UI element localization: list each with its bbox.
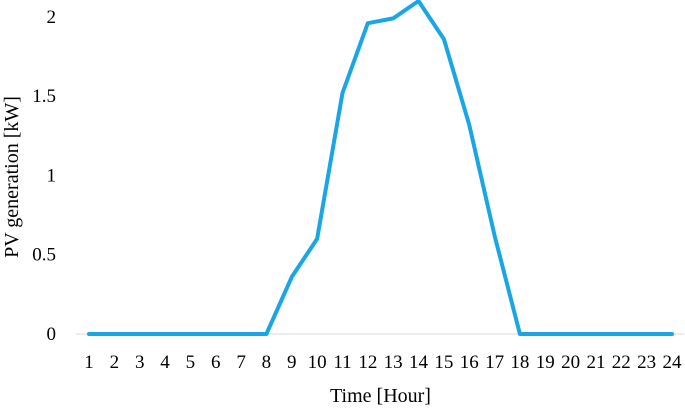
x-tick-label: 19 — [536, 352, 555, 373]
x-tick-label: 9 — [287, 352, 297, 373]
y-tick-label: 1.5 — [32, 86, 56, 107]
x-tick-label: 17 — [485, 352, 504, 373]
x-tick-label: 13 — [384, 352, 403, 373]
x-axis-title: Time [Hour] — [330, 385, 431, 407]
x-tick-label: 22 — [612, 352, 631, 373]
y-tick-label: 1 — [47, 165, 57, 186]
y-tick-label: 0.5 — [32, 245, 56, 266]
x-tick-label: 16 — [460, 352, 479, 373]
x-tick-label: 4 — [160, 352, 170, 373]
x-tick-label: 8 — [262, 352, 272, 373]
x-tick-label: 6 — [211, 352, 221, 373]
x-axis-ticks: 1 2 3 4 5 6 7 8 9 10 11 12 13 14 15 16 17 18 19 20 21 22 23 24 — [84, 352, 682, 373]
x-tick-label: 2 — [110, 352, 120, 373]
x-tick-label: 14 — [409, 352, 429, 373]
x-tick-label: 1 — [84, 352, 94, 373]
y-tick-label: 0 — [47, 324, 57, 345]
x-tick-label: 5 — [186, 352, 196, 373]
x-tick-label: 23 — [637, 352, 656, 373]
pv-generation-line — [87, 0, 674, 336]
x-tick-label: 20 — [561, 352, 580, 373]
y-axis-ticks: 0 0.5 1 1.5 2 — [32, 7, 56, 345]
x-tick-label: 21 — [586, 352, 605, 373]
y-axis-title: PV generation [kW] — [1, 96, 23, 258]
x-tick-label: 11 — [333, 352, 351, 373]
x-tick-label: 15 — [434, 352, 453, 373]
x-tick-label: 3 — [135, 352, 145, 373]
x-tick-label: 18 — [510, 352, 529, 373]
x-tick-label: 24 — [663, 352, 683, 373]
y-tick-label: 2 — [47, 7, 57, 28]
x-tick-label: 12 — [358, 352, 377, 373]
series-layer — [87, 0, 674, 336]
x-tick-label: 10 — [308, 352, 327, 373]
x-tick-label: 7 — [236, 352, 246, 373]
